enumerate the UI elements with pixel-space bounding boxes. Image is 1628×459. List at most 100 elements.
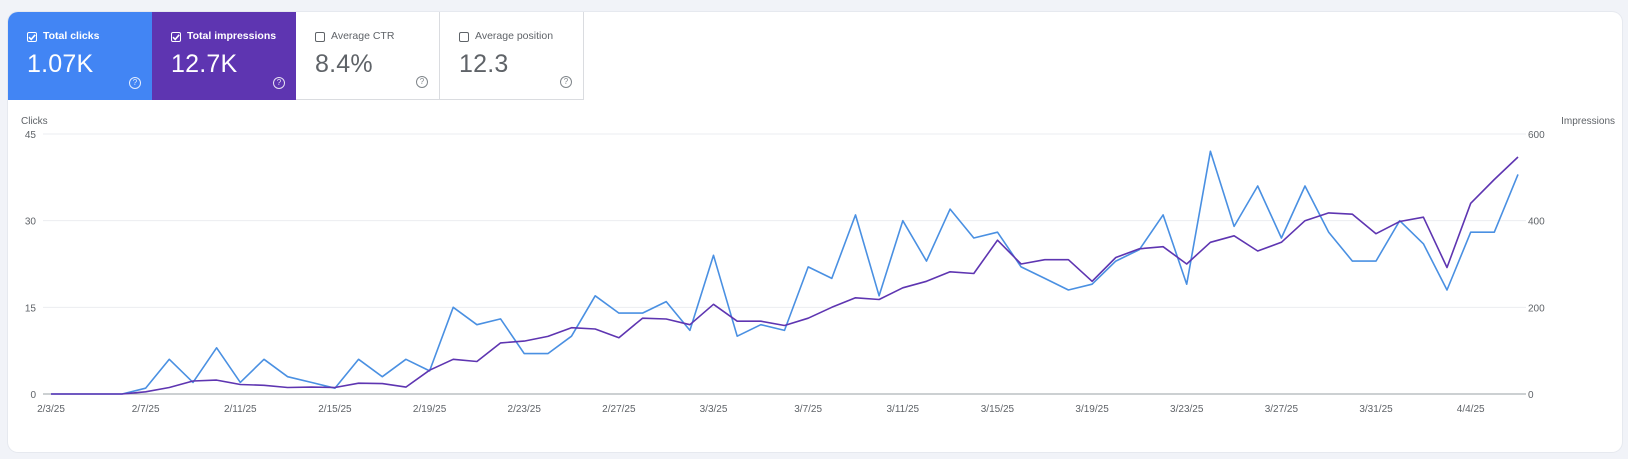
- checkbox[interactable]: [459, 32, 469, 42]
- impressions-point: [498, 341, 502, 345]
- impressions-point: [664, 317, 668, 321]
- clicks-point: [1327, 230, 1331, 234]
- impressions-point: [1303, 219, 1307, 223]
- x-tick-label: 4/4/25: [1457, 404, 1485, 415]
- metric-value: 1.07K: [27, 50, 94, 78]
- impressions-point: [1161, 245, 1165, 249]
- x-tick-label: 2/27/25: [602, 404, 636, 415]
- clicks-point: [711, 253, 715, 257]
- right-axis-title: Impressions: [1561, 116, 1615, 127]
- help-icon[interactable]: ?: [416, 76, 428, 88]
- checkbox[interactable]: [315, 32, 325, 42]
- x-tick-label: 3/7/25: [794, 404, 822, 415]
- metric-average-ctr[interactable]: Average CTR 8.4% ?: [296, 12, 440, 100]
- impressions-point: [830, 305, 834, 309]
- impressions-point: [948, 270, 952, 274]
- checkbox[interactable]: [171, 32, 181, 42]
- impressions-point: [1327, 211, 1331, 215]
- x-tick-label: 2/23/25: [508, 404, 542, 415]
- impressions-point: [1421, 215, 1425, 219]
- x-tick-label: 3/19/25: [1075, 404, 1109, 415]
- clicks-point: [1445, 288, 1449, 292]
- clicks-point: [1469, 230, 1473, 234]
- impressions-point: [404, 385, 408, 389]
- checkbox[interactable]: [27, 32, 37, 42]
- clicks-point: [948, 207, 952, 211]
- metric-tabs: Total clicks 1.07K ? Total impressions 1…: [8, 12, 584, 100]
- metric-label: Total clicks: [43, 30, 100, 42]
- impressions-point: [593, 327, 597, 331]
- impressions-point: [191, 379, 195, 383]
- performance-card: Total clicks 1.07K ? Total impressions 1…: [8, 12, 1622, 452]
- clicks-line: [51, 150, 1519, 395]
- impressions-point: [1256, 249, 1260, 253]
- metric-label: Total impressions: [187, 30, 277, 42]
- series-clicks: [51, 149, 1520, 395]
- impressions-point: [546, 334, 550, 338]
- left-tick-label: 15: [25, 303, 37, 314]
- clicks-point: [640, 311, 644, 315]
- impressions-point: [759, 319, 763, 323]
- help-icon[interactable]: ?: [560, 76, 572, 88]
- impressions-point: [143, 390, 147, 394]
- impressions-point: [1232, 234, 1236, 238]
- clicks-point: [451, 305, 455, 309]
- impressions-point: [285, 385, 289, 389]
- clicks-point: [285, 375, 289, 379]
- impressions-point: [1066, 258, 1070, 262]
- impressions-point: [924, 279, 928, 283]
- impressions-point: [427, 368, 431, 372]
- clicks-point: [1043, 276, 1047, 280]
- impressions-point: [1208, 240, 1212, 244]
- impressions-point: [640, 316, 644, 320]
- clicks-point: [1516, 172, 1520, 176]
- right-tick-label: 400: [1528, 217, 1545, 228]
- impressions-point: [1374, 232, 1378, 236]
- clicks-point: [735, 334, 739, 338]
- clicks-point: [475, 323, 479, 327]
- clicks-point: [1374, 259, 1378, 263]
- clicks-point: [167, 357, 171, 361]
- impressions-point: [1398, 219, 1402, 223]
- clicks-point: [617, 311, 621, 315]
- impressions-point: [356, 381, 360, 385]
- clicks-point: [569, 334, 573, 338]
- impressions-point: [475, 359, 479, 363]
- impressions-point: [617, 336, 621, 340]
- clicks-point: [1208, 149, 1212, 153]
- right-tick-label: 600: [1528, 130, 1545, 141]
- impressions-point: [167, 385, 171, 389]
- x-tick-label: 3/15/25: [981, 404, 1015, 415]
- impressions-point: [1114, 255, 1118, 259]
- impressions-point: [380, 381, 384, 385]
- impressions-point: [49, 392, 53, 396]
- help-icon[interactable]: ?: [129, 77, 141, 89]
- right-tick-label: 200: [1528, 303, 1545, 314]
- clicks-point: [806, 265, 810, 269]
- impressions-point: [782, 323, 786, 327]
- check-icon: [171, 33, 180, 41]
- x-tick-label: 2/11/25: [224, 404, 257, 415]
- help-icon[interactable]: ?: [273, 77, 285, 89]
- impressions-point: [214, 378, 218, 382]
- clicks-point: [1066, 288, 1070, 292]
- impressions-point: [688, 323, 692, 327]
- impressions-point: [1469, 201, 1473, 205]
- impressions-point: [1516, 155, 1520, 159]
- metric-value: 8.4%: [315, 50, 373, 78]
- metric-total-impressions[interactable]: Total impressions 12.7K ?: [152, 12, 296, 100]
- metric-average-position[interactable]: Average position 12.3 ?: [440, 12, 584, 100]
- clicks-point: [356, 357, 360, 361]
- clicks-point: [309, 380, 313, 384]
- impressions-point: [1090, 279, 1094, 283]
- metric-total-clicks[interactable]: Total clicks 1.07K ?: [8, 12, 152, 100]
- impressions-point: [96, 392, 100, 396]
- clicks-point: [522, 351, 526, 355]
- impressions-point: [262, 383, 266, 387]
- metric-value: 12.3: [459, 50, 509, 78]
- impressions-point: [1137, 247, 1141, 251]
- x-tick-label: 3/11/25: [886, 404, 919, 415]
- x-tick-label: 2/7/25: [132, 404, 160, 415]
- x-tick-label: 3/3/25: [700, 404, 728, 415]
- left-tick-label: 0: [30, 390, 36, 401]
